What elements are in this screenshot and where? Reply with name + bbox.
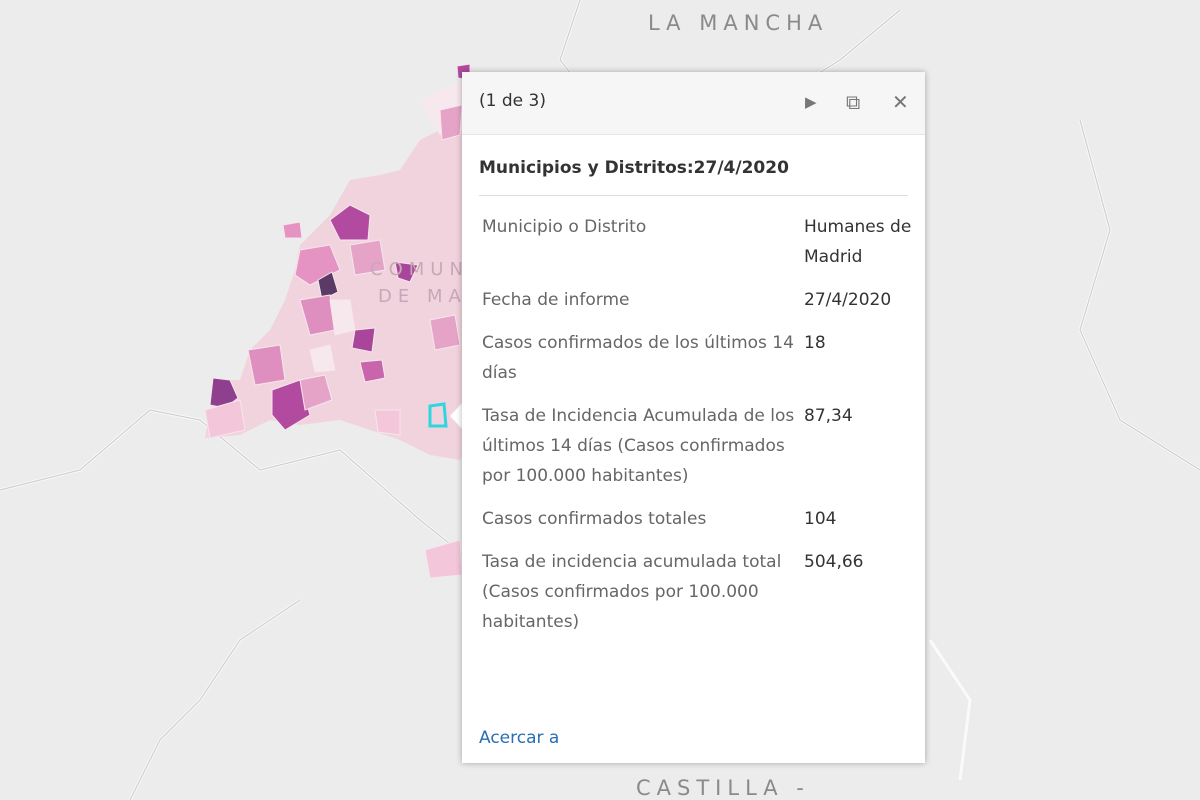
dock-button[interactable]: ⧉ <box>846 90 861 114</box>
attribute-row: Casos confirmados totales 104 <box>482 504 912 534</box>
attribute-row: Casos confirmados de los últimos 14 días… <box>482 328 912 388</box>
municipalities <box>204 63 471 579</box>
attribute-row: Tasa de incidencia acumulada total (Caso… <box>482 547 912 637</box>
field-name: Fecha de informe <box>482 290 630 310</box>
separator <box>479 195 908 196</box>
field-name: Tasa de incidencia acumulada total (Caso… <box>482 552 782 632</box>
field-name: Municipio o Distrito <box>482 217 647 237</box>
field-name: Tasa de Incidencia Acumulada de los últi… <box>482 406 795 486</box>
popup: (1 de 3) ▶ ⧉ ✕ Municipios y Distritos:27… <box>462 72 925 763</box>
zoom-link[interactable]: Acercar a <box>479 728 560 748</box>
attribute-row: Fecha de informe 27/4/2020 <box>482 285 912 315</box>
attribute-table: Municipio o Distrito Humanes de Madrid Fec… <box>482 212 912 650</box>
next-button[interactable]: ▶ <box>805 93 817 111</box>
close-button[interactable]: ✕ <box>892 90 909 114</box>
attribute-row: Tasa de Incidencia Acumulada de los últi… <box>482 401 912 491</box>
attribute-row: Municipio o Distrito Humanes de Madrid <box>482 212 912 272</box>
field-name: Casos confirmados totales <box>482 509 707 529</box>
field-name: Casos confirmados de los últimos 14 días <box>482 333 794 383</box>
field-value: 104 <box>804 509 837 529</box>
field-value: 18 <box>804 333 826 353</box>
popup-pointer <box>450 402 463 430</box>
popup-header: (1 de 3) ▶ ⧉ ✕ <box>462 72 925 135</box>
field-value: 27/4/2020 <box>804 290 892 310</box>
field-value: Humanes de Madrid <box>804 217 912 267</box>
map-label: CASTILLA - <box>636 776 810 800</box>
feature-counter: (1 de 3) <box>479 91 546 111</box>
popup-title: Municipios y Distritos:27/4/2020 <box>479 158 789 178</box>
map-label: LA MANCHA <box>648 11 828 35</box>
field-value: 504,66 <box>804 552 864 572</box>
field-value: 87,34 <box>804 406 853 426</box>
